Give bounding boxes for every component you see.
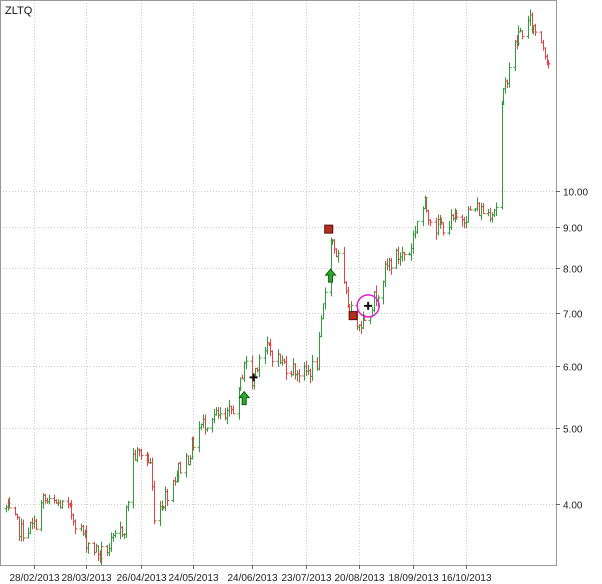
ohlc-bar	[494, 202, 499, 217]
ohlc-bar	[205, 427, 210, 432]
plot-border	[0, 0, 557, 566]
y-tick-label: 10.00	[563, 188, 588, 199]
signal-cross-icon	[364, 301, 373, 310]
x-tick-label: 24/06/2013	[227, 573, 277, 584]
ohlc-bar	[428, 219, 433, 227]
ohlc-bar	[310, 355, 315, 381]
ohlc-bar	[231, 405, 236, 415]
ohlc-bar	[468, 205, 473, 211]
ohlc-bar	[323, 287, 328, 310]
x-tick-label: 20/08/2013	[334, 573, 384, 584]
y-tick-label: 6.00	[563, 363, 583, 374]
x-tick-label: 18/09/2013	[388, 573, 438, 584]
ohlc-bar	[60, 499, 65, 509]
buy-arrow-icon	[324, 268, 337, 283]
ohlc-bar	[244, 355, 249, 370]
ohlc-bar	[73, 519, 78, 535]
ohlc-bar	[165, 488, 170, 507]
x-tick-label: 24/05/2013	[168, 573, 218, 584]
ohlc-bar	[218, 407, 223, 420]
ohlc-bar	[152, 480, 157, 525]
ohlc-bar	[402, 251, 407, 261]
ohlc-bar	[139, 448, 144, 460]
ohlc-bar	[99, 541, 104, 566]
grid-lines	[0, 0, 556, 565]
sell-marker-icon	[324, 224, 334, 234]
x-tick-label: 23/07/2013	[281, 573, 331, 584]
ohlc-bar	[520, 30, 525, 40]
x-axis: 28/02/2013 28/03/2013 26/04/2013 24/05/2013…	[9, 565, 492, 584]
ticker-symbol: ZLTQ	[5, 5, 33, 17]
ohlc-bar	[389, 257, 394, 275]
buy-arrow-icon	[238, 390, 251, 406]
ohlc-bar	[34, 518, 39, 531]
y-tick-label: 5.00	[563, 425, 583, 436]
ohlc-bar	[441, 221, 446, 236]
signal-cross-icon	[249, 373, 258, 382]
ohlc-bar	[481, 202, 486, 215]
y-tick-label: 4.00	[563, 501, 583, 512]
x-tick-label: 28/03/2013	[61, 573, 111, 584]
ohlc-bar	[178, 461, 183, 474]
x-tick-label: 28/02/2013	[9, 573, 59, 584]
ohlc-bar	[533, 23, 538, 36]
ohlc-bar	[284, 355, 289, 380]
ohlc-bar	[415, 220, 420, 234]
ohlc-bar	[86, 542, 91, 554]
ohlc-bar	[7, 497, 12, 509]
signal-markers	[238, 224, 380, 406]
ohlc-bar	[191, 436, 196, 451]
x-tick-label: 16/10/2013	[441, 573, 491, 584]
ohlc-bar	[21, 519, 26, 542]
ohlc-bar	[113, 530, 118, 538]
ohlc-bar	[257, 354, 262, 378]
sell-marker-icon	[348, 311, 358, 321]
ohlc-bar	[126, 500, 131, 512]
y-tick-label: 7.00	[563, 310, 583, 321]
y-tick-label: 8.00	[563, 265, 583, 276]
price-bars	[4, 9, 551, 566]
highlight-circle	[356, 294, 380, 318]
ohlc-bar	[336, 249, 341, 263]
ohlc-bar	[270, 350, 275, 367]
ohlc-bar	[454, 209, 459, 220]
ohlc-bar	[507, 62, 512, 88]
ohlc-bar	[297, 369, 302, 383]
y-tick-label: 9.00	[563, 224, 583, 235]
ohlc-bar	[546, 59, 551, 69]
ohlc-bar	[47, 494, 52, 505]
x-tick-label: 26/04/2013	[116, 573, 166, 584]
y-axis: 4.00 5.00 6.00 7.00 8.00 9.00 10.00	[556, 188, 588, 512]
